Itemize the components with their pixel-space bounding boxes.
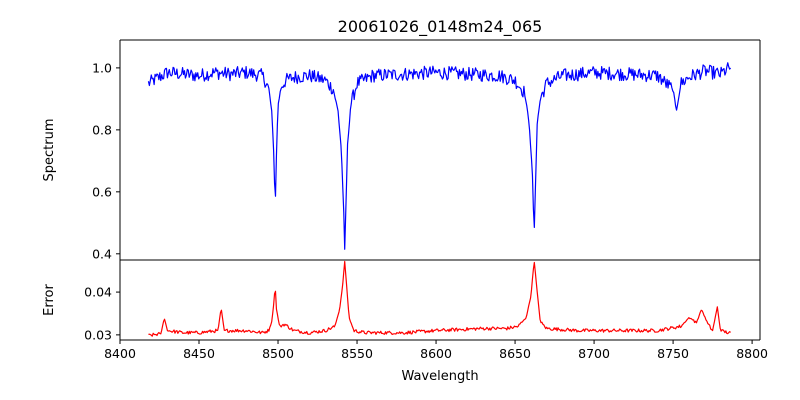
spectrum-panel: 0.4 0.6 0.8 1.0 Spectrum xyxy=(42,39,761,261)
chart-title: 20061026_0148m24_065 xyxy=(338,17,543,37)
x-tick-label: 8600 xyxy=(420,346,452,361)
x-tick-label: 8750 xyxy=(657,346,689,361)
spectrum-y-tick-label: 0.4 xyxy=(92,246,112,261)
error-y-ticks: 0.03 0.04 xyxy=(84,285,120,342)
x-tick-label: 8500 xyxy=(262,346,294,361)
error-y-tick-label: 0.04 xyxy=(84,285,112,300)
spectrum-series-line xyxy=(147,62,732,250)
error-y-axis-label: Error xyxy=(42,284,57,316)
error-series-line xyxy=(148,260,731,337)
error-y-tick-label: 0.03 xyxy=(84,327,112,342)
x-tick-label: 8650 xyxy=(499,346,531,361)
spectrum-y-ticks: 0.4 0.6 0.8 1.0 xyxy=(92,60,120,261)
x-tick-label: 8700 xyxy=(578,346,610,361)
error-panel: 0.03 0.04 Error xyxy=(42,260,761,342)
x-tick-label: 8450 xyxy=(183,346,215,361)
spectrum-y-tick-label: 0.8 xyxy=(92,122,112,137)
x-axis-label: Wavelength xyxy=(401,369,478,384)
x-tick-label: 8550 xyxy=(341,346,373,361)
spectrum-y-tick-label: 1.0 xyxy=(92,60,112,75)
spectrum-y-tick-label: 0.6 xyxy=(92,184,112,199)
spectrum-y-axis-label: Spectrum xyxy=(42,119,57,182)
x-tick-label: 8800 xyxy=(736,346,768,361)
x-tick-label: 8400 xyxy=(104,346,136,361)
x-axis-ticks: 8400 8450 8500 8550 8600 8650 8700 8750 8800 xyxy=(104,340,768,361)
